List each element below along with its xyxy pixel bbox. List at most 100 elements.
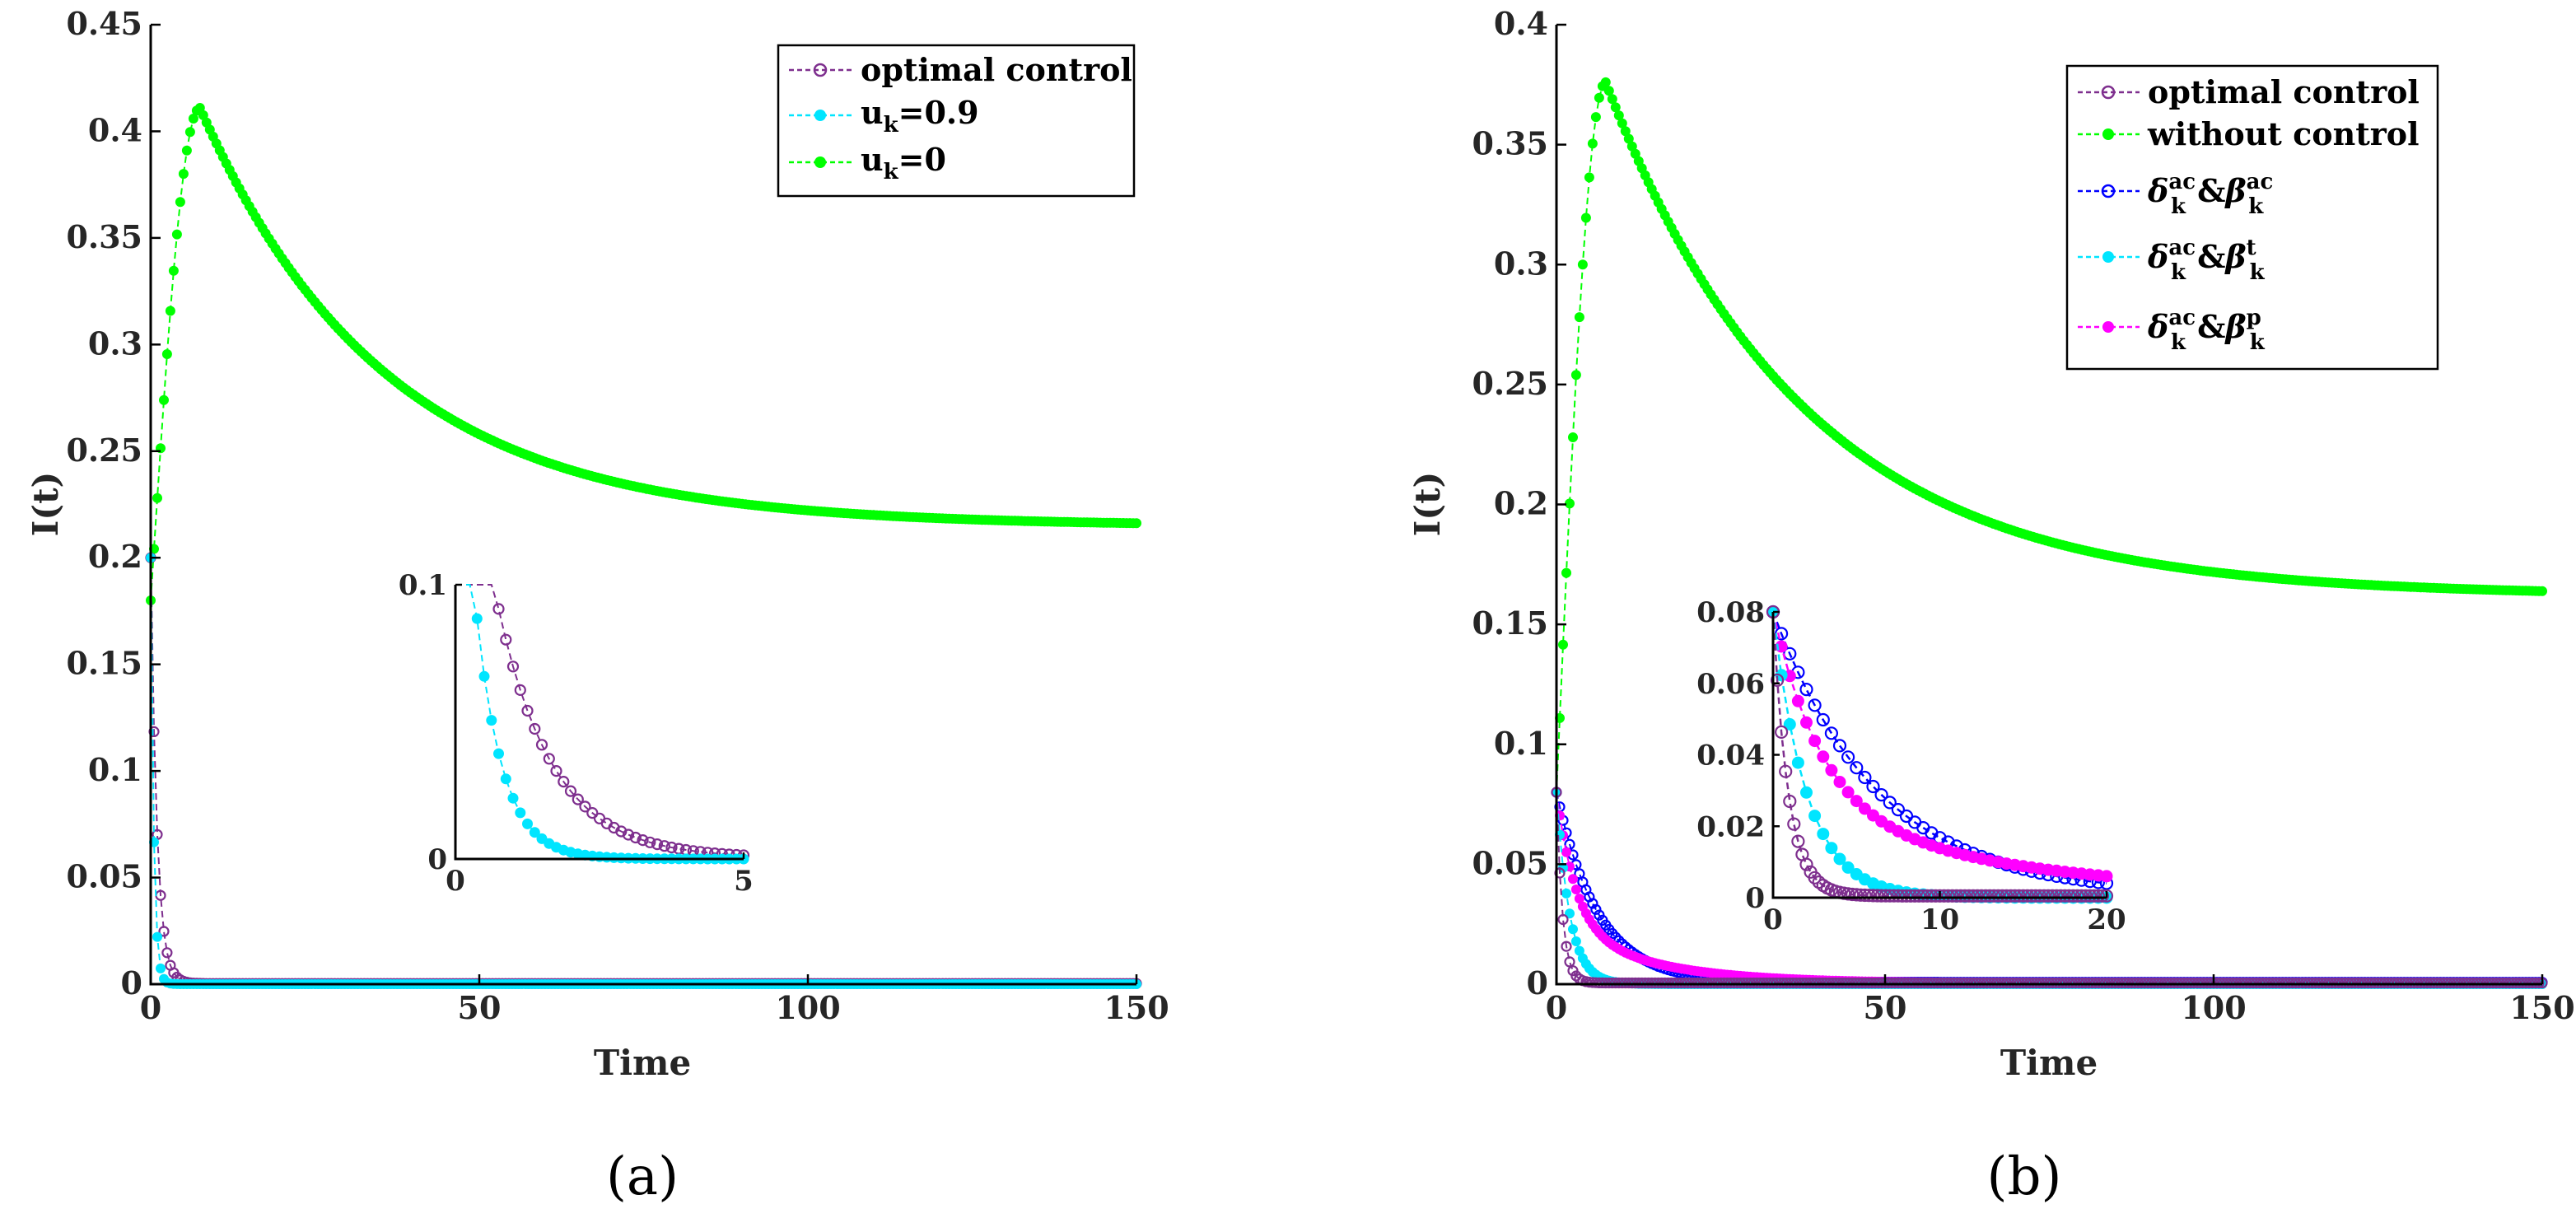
chart-b-inset-point-opt-4 [1783, 794, 1797, 809]
chart-b-inset-point-opt-31 [1895, 889, 1909, 903]
chart-b-legend-act-sup2: t [2247, 236, 2256, 260]
chart-b-inset-point-act-8 [1833, 852, 1846, 866]
chart-a-legend-u09-sub: k [884, 113, 899, 138]
chart-b-inset-point-acp-4 [1800, 716, 1813, 729]
chart-b-inset-point-acac-12 [1866, 779, 1880, 794]
chart-a-inset-point-u09-11 [529, 827, 540, 838]
chart-a-inset: 0 5 0 0.1 [399, 569, 754, 898]
chart-b-legend-label-acac: δac k &βac k [2147, 170, 2273, 219]
chart-a-inset-point-opt-9 [514, 684, 526, 697]
chart-a-inset-xtick-label-1: 5 [734, 865, 754, 898]
chart-b-point-noc-11 [1587, 138, 1598, 149]
chart-b-inset-point-act-2 [1783, 718, 1796, 731]
chart-b-inset-point-opt-53 [1987, 889, 2001, 903]
chart-b-inset-point-act-7 [1825, 842, 1838, 855]
chart-a-ticks: 0 50 100 15000.050.10.150.20.250.30.350.40.… [66, 5, 1169, 1026]
chart-b-inset-point-acp-40 [2100, 870, 2113, 883]
chart-b-ytick-label-7: 0.35 [1472, 125, 1548, 162]
chart-b-inset-point-acp-6 [1817, 750, 1830, 763]
chart-a-inset-point-opt-23 [615, 825, 628, 838]
chart-b-inset-point-opt-75 [2079, 889, 2093, 903]
chart-b-ytick-label-0: 0 [1527, 964, 1548, 1001]
chart-b-point-acp-6 [1570, 885, 1581, 894]
chart-b-inset-point-opt-42 [1941, 889, 1955, 903]
chart-b-inset: 0 10 20 0 0.02 0.04 0.06 0.08 [1696, 596, 2126, 936]
chart-b-legend-acac-sup1: ac [2168, 170, 2196, 194]
chart-b-legend-act-sub2: k [2250, 260, 2266, 285]
chart-b-point-noc-300 [2537, 586, 2547, 596]
chart-a-inset-point-u09-9 [515, 807, 526, 819]
chart-a-legend-label-optimal: optimal control [861, 51, 1132, 88]
chart-a-legend-box [777, 44, 1136, 198]
chart-b-inset-point-opt-71 [2062, 889, 2076, 903]
chart-b-point-act-4 [1565, 908, 1575, 919]
chart-b-inset-point-opt-55 [1995, 889, 2009, 903]
chart-a-legend-label-u09: uk=0.9 [861, 94, 979, 138]
chart-b-inset-point-opt-5 [1787, 817, 1801, 831]
chart-b-point-noc-16 [1603, 86, 1614, 96]
chart-b-point-act-6 [1570, 936, 1581, 946]
chart-b-inset-point-opt-20 [1850, 888, 1864, 902]
chart-b-legend-marker-optimal [2101, 85, 2116, 100]
chart-b-legend-acac-sup2: ac [2247, 170, 2274, 194]
chart-b-point-noc-3 [1561, 567, 1571, 578]
chart-b-inset-points-acp [1766, 605, 2113, 883]
chart-b-point-noc-10 [1584, 172, 1594, 183]
chart-a-legend-u0-rest: =0 [898, 141, 946, 178]
chart-b-inset-ytick-label-1: 0.02 [1696, 810, 1765, 843]
chart-b-inset-ytick-label-3: 0.06 [1696, 668, 1765, 701]
chart-b-point-acp-3 [1561, 847, 1571, 857]
chart-a-legend-u09-rest: =0.9 [898, 94, 979, 131]
chart-b-inset-point-opt-18 [1841, 887, 1855, 901]
chart-b-inset-point-opt-49 [1971, 889, 1985, 903]
chart-a-point-u0-5 [161, 349, 172, 359]
chart-b-inset-point-opt-58 [2008, 889, 2022, 903]
chart-b-inset-point-opt-50 [1975, 889, 1989, 903]
chart-b-inset-xtick-label-0: 0 [1763, 903, 1783, 936]
chart-b-inset-ytick-label-2: 0.04 [1696, 740, 1765, 773]
chart-a-point-u0-4 [159, 394, 169, 405]
chart-b-legend-marker-act [2102, 251, 2114, 263]
chart-a-legend-u0-sub: k [884, 160, 899, 184]
chart-b-legend-act-amp: & [2197, 238, 2225, 275]
chart-b-inset-point-opt-21 [1854, 888, 1868, 902]
chart-a-point-opt-5 [161, 947, 173, 959]
chart-b-panel-label: (b) [1987, 1146, 2062, 1207]
chart-a-point-opt-4 [158, 926, 170, 937]
chart-b-point-noc-9 [1580, 212, 1591, 223]
chart-b-inset-xtick-label-1: 10 [1920, 903, 1959, 936]
chart-a-inset-point-opt-29 [658, 840, 670, 852]
chart-b-inset-point-opt-56 [2000, 889, 2014, 903]
chart-a-inset-bg [455, 585, 752, 859]
chart-a-inset-point-opt-30 [665, 841, 678, 854]
chart-a-ytick-label-7: 0.35 [66, 218, 142, 255]
chart-b-legend-acp-sub2: k [2250, 330, 2266, 355]
chart-b-point-noc-15 [1600, 77, 1611, 87]
chart-a-points-u0 [146, 103, 1141, 605]
chart-b-legend-acp-sub1: k [2171, 330, 2186, 355]
chart-a-legend-u0-main: u [861, 141, 884, 178]
chart-b-legend-acac-amp: & [2197, 172, 2225, 209]
chart-b-inset-point-acp-5 [1808, 735, 1822, 748]
chart-a-ytick-label-5: 0.25 [66, 432, 142, 469]
chart-b-point-noc-8 [1577, 259, 1588, 270]
chart-a-xtick-label-3: 150 [1104, 989, 1169, 1026]
chart-a-ytick-label-3: 0.15 [66, 645, 142, 682]
chart-b-point-opt-3 [1561, 941, 1572, 952]
chart-b-inset-point-acac-9 [1841, 750, 1855, 764]
chart-b-inset-point-acp-12 [1867, 809, 1879, 822]
chart-b-inset-point-acac-13 [1874, 787, 1888, 802]
chart-a-ytick-label-4: 0.2 [88, 538, 142, 575]
chart-b-inset-point-opt-41 [1937, 889, 1951, 903]
chart-b-legend-act-beta: β [2224, 238, 2246, 275]
chart-a-ytick-label-6: 0.3 [88, 324, 142, 362]
chart-a-ytick-label-0: 0 [121, 964, 142, 1001]
chart-b-inset-point-opt-61 [2020, 889, 2034, 903]
chart-b-points-noc [1552, 77, 2547, 797]
chart-a-inset-point-u09-10 [522, 818, 533, 829]
chart-b-inset-point-acp-8 [1833, 776, 1846, 788]
chart-b-inset-ytick-label-0: 0 [1745, 882, 1765, 915]
chart-a-point-u0-9 [175, 197, 185, 208]
chart-b-inset-point-act-4 [1800, 786, 1813, 799]
chart-b-legend-marker-nocontrol [2102, 128, 2114, 140]
